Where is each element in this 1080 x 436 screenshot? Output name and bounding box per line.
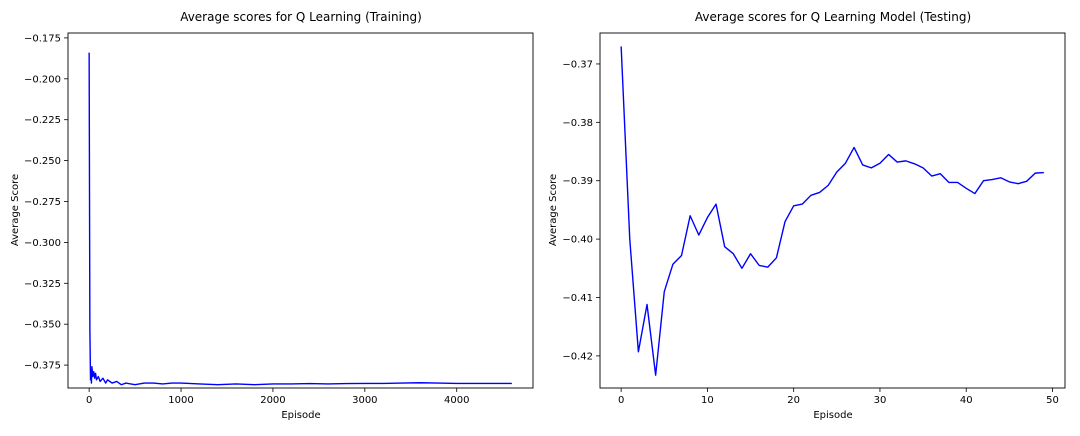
testing-x-tick-label: 50: [1046, 395, 1059, 406]
testing-x-tick-label: 20: [787, 395, 800, 406]
training-y-tick-label: −0.225: [24, 115, 61, 126]
training-x-tick-label: 3000: [352, 395, 377, 406]
training-y-tick-label: −0.325: [24, 279, 61, 290]
testing-y-tick-label: −0.40: [562, 235, 593, 246]
testing-x-tick-label: 40: [960, 395, 973, 406]
training-y-tick-label: −0.250: [24, 156, 61, 167]
testing-y-tick-label: −0.38: [562, 118, 593, 129]
training-y-tick-label: −0.200: [24, 74, 61, 85]
testing-x-axis-label: Episode: [813, 410, 852, 421]
testing-chart-title: Average scores for Q Learning Model (Tes…: [695, 10, 971, 24]
testing-x-tick-label: 10: [701, 395, 714, 406]
testing-plot-frame: [599, 32, 1066, 389]
training-plot-frame: [67, 32, 534, 389]
training-y-tick-label: −0.275: [24, 197, 61, 208]
testing-y-tick-label: −0.41: [562, 293, 593, 304]
testing-y-tick-label: −0.42: [562, 351, 593, 362]
testing-x-tick-label: 30: [874, 395, 887, 406]
training-y-axis-label: Average Score: [10, 174, 21, 246]
training-x-tick-label: 1000: [168, 395, 193, 406]
testing-axis-ticks: 0 10 20 30 40 50 −0.42 −0.41 −0.40 −0.39 −0.38 −0.3…: [562, 59, 1059, 406]
testing-score-line: [620, 46, 1044, 376]
training-chart-title: Average scores for Q Learning (Training): [180, 10, 422, 24]
training-axis-ticks: 0 1000 2000 3000 4000 −0.375 −0.350 −0.325 −0.30…: [24, 33, 469, 406]
training-y-tick-label: −0.375: [24, 361, 61, 372]
testing-y-axis-label: Average Score: [548, 174, 559, 246]
testing-y-tick-label: −0.39: [562, 176, 593, 187]
testing-chart: Average scores for Q Learning Model (Tes…: [548, 10, 1066, 421]
training-y-tick-label: −0.350: [24, 320, 61, 331]
training-x-tick-label: 2000: [260, 395, 285, 406]
training-y-tick-label: −0.300: [24, 238, 61, 249]
training-x-tick-label: 0: [86, 395, 92, 406]
training-x-tick-label: 4000: [444, 395, 469, 406]
training-chart: Average scores for Q Learning (Training)…: [10, 10, 534, 421]
training-x-axis-label: Episode: [281, 410, 320, 421]
testing-x-tick-label: 0: [618, 395, 624, 406]
testing-y-tick-label: −0.37: [562, 59, 593, 70]
training-y-tick-label: −0.175: [24, 33, 61, 44]
training-score-line: [88, 52, 512, 386]
